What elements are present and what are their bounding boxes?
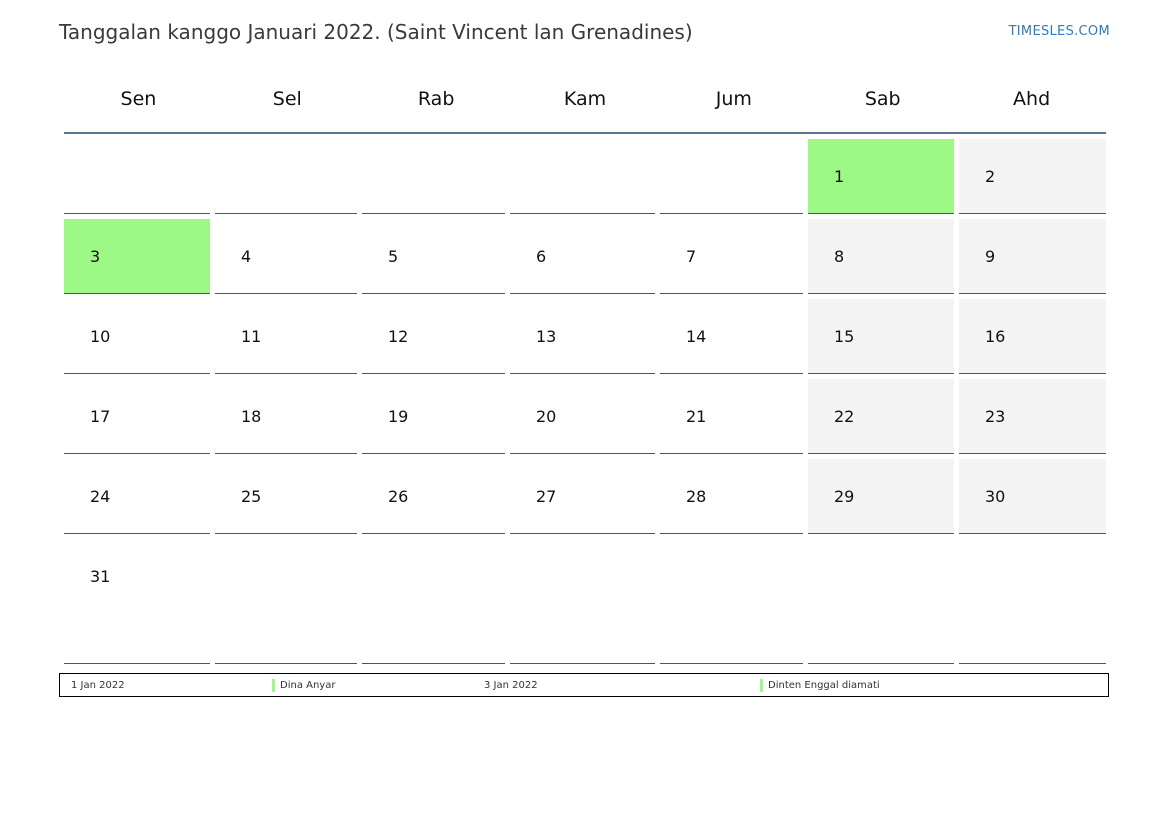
legend-date: 1 Jan 2022 xyxy=(71,680,125,691)
day-cell[interactable]: 17 xyxy=(64,379,210,454)
calendar-week-row: 24 25 26 27 28 29 30 xyxy=(64,459,1106,534)
holiday-legend: 1 Jan 2022 Dina Anyar 3 Jan 2022 Dinten … xyxy=(59,673,1109,697)
day-number: 5 xyxy=(388,247,399,266)
empty-day-cell xyxy=(660,539,803,664)
day-number: 29 xyxy=(834,487,855,506)
day-cell[interactable]: 21 xyxy=(660,379,803,454)
day-number: 13 xyxy=(536,327,557,346)
day-cell[interactable]: 27 xyxy=(510,459,655,534)
day-cell[interactable]: 13 xyxy=(510,299,655,374)
day-cell[interactable]: 28 xyxy=(660,459,803,534)
legend-date: 3 Jan 2022 xyxy=(484,680,538,691)
day-cell[interactable]: 23 xyxy=(959,379,1106,454)
day-number: 28 xyxy=(686,487,707,506)
day-number: 16 xyxy=(985,327,1006,346)
day-cell[interactable]: 7 xyxy=(660,219,803,294)
weekday-label: Kam xyxy=(563,88,607,110)
day-number: 31 xyxy=(90,567,111,586)
day-cell[interactable]: 19 xyxy=(362,379,505,454)
day-number: 11 xyxy=(241,327,262,346)
day-cell[interactable]: 10 xyxy=(64,299,210,374)
weekday-label: Sab xyxy=(864,88,901,110)
empty-day-cell xyxy=(362,139,505,214)
day-number: 10 xyxy=(90,327,111,346)
weekday-label: Rab xyxy=(417,88,455,110)
day-number: 30 xyxy=(985,487,1006,506)
empty-day-cell xyxy=(215,139,357,214)
day-cell[interactable]: 4 xyxy=(215,219,357,294)
day-cell[interactable]: 25 xyxy=(215,459,357,534)
weekday-header: Sen Sel Rab Kam Jum Sab Ahd xyxy=(64,78,1106,134)
legend-holiday-name: Dinten Enggal diamati xyxy=(768,680,880,691)
day-cell[interactable]: 16 xyxy=(959,299,1106,374)
holiday-day-cell[interactable]: 1 xyxy=(808,139,954,214)
day-cell[interactable]: 6 xyxy=(510,219,655,294)
day-number: 9 xyxy=(985,247,996,266)
day-number: 6 xyxy=(536,247,547,266)
empty-day-cell xyxy=(510,539,655,664)
day-number: 22 xyxy=(834,407,855,426)
day-cell[interactable]: 12 xyxy=(362,299,505,374)
day-number: 24 xyxy=(90,487,111,506)
empty-day-cell xyxy=(959,539,1106,664)
calendar-grid: 1 2 3 4 5 6 7 8 9 10 11 12 13 14 15 16 17 18 19 20 21 22 23 24 2… xyxy=(64,139,1106,669)
day-cell[interactable]: 18 xyxy=(215,379,357,454)
weekday-label: Sen xyxy=(120,88,157,110)
empty-day-cell xyxy=(64,139,210,214)
day-cell[interactable]: 24 xyxy=(64,459,210,534)
day-number: 2 xyxy=(985,167,996,186)
day-number: 27 xyxy=(536,487,557,506)
day-number: 3 xyxy=(90,247,101,266)
empty-day-cell xyxy=(660,139,803,214)
day-cell[interactable]: 15 xyxy=(808,299,954,374)
day-cell[interactable]: 26 xyxy=(362,459,505,534)
page-title: Tanggalan kanggo Januari 2022. (Saint Vi… xyxy=(59,20,693,44)
day-cell[interactable]: 20 xyxy=(510,379,655,454)
day-cell[interactable]: 30 xyxy=(959,459,1106,534)
day-number: 20 xyxy=(536,407,557,426)
holiday-day-cell[interactable]: 3 xyxy=(64,219,210,294)
day-number: 4 xyxy=(241,247,252,266)
calendar-week-row: 31 xyxy=(64,539,1106,664)
day-cell[interactable]: 31 xyxy=(64,539,210,664)
day-cell[interactable]: 29 xyxy=(808,459,954,534)
day-cell[interactable]: 9 xyxy=(959,219,1106,294)
calendar-week-row: 3 4 5 6 7 8 9 xyxy=(64,219,1106,294)
empty-day-cell xyxy=(362,539,505,664)
calendar-week-row: 17 18 19 20 21 22 23 xyxy=(64,379,1106,454)
day-number: 15 xyxy=(834,327,855,346)
weekday-label: Sel xyxy=(272,88,302,110)
empty-day-cell xyxy=(215,539,357,664)
day-cell[interactable]: 11 xyxy=(215,299,357,374)
day-number: 17 xyxy=(90,407,111,426)
day-number: 21 xyxy=(686,407,707,426)
empty-day-cell xyxy=(510,139,655,214)
day-number: 8 xyxy=(834,247,845,266)
legend-holiday-name: Dina Anyar xyxy=(280,680,336,691)
day-cell[interactable]: 5 xyxy=(362,219,505,294)
brand-link[interactable]: TIMESLES.COM xyxy=(1008,24,1110,39)
day-number: 12 xyxy=(388,327,409,346)
weekday-label: Ahd xyxy=(1013,88,1051,110)
day-number: 26 xyxy=(388,487,409,506)
day-number: 25 xyxy=(241,487,262,506)
holiday-swatch xyxy=(272,679,275,692)
day-number: 14 xyxy=(686,327,707,346)
day-cell[interactable]: 22 xyxy=(808,379,954,454)
calendar-week-row: 10 11 12 13 14 15 16 xyxy=(64,299,1106,374)
holiday-swatch xyxy=(760,679,763,692)
day-number: 18 xyxy=(241,407,262,426)
day-cell[interactable]: 14 xyxy=(660,299,803,374)
day-number: 7 xyxy=(686,247,697,266)
day-number: 19 xyxy=(388,407,409,426)
day-number: 1 xyxy=(834,167,845,186)
day-cell[interactable]: 8 xyxy=(808,219,954,294)
day-number: 23 xyxy=(985,407,1006,426)
day-cell[interactable]: 2 xyxy=(959,139,1106,214)
empty-day-cell xyxy=(808,539,954,664)
weekday-label: Jum xyxy=(715,88,752,110)
